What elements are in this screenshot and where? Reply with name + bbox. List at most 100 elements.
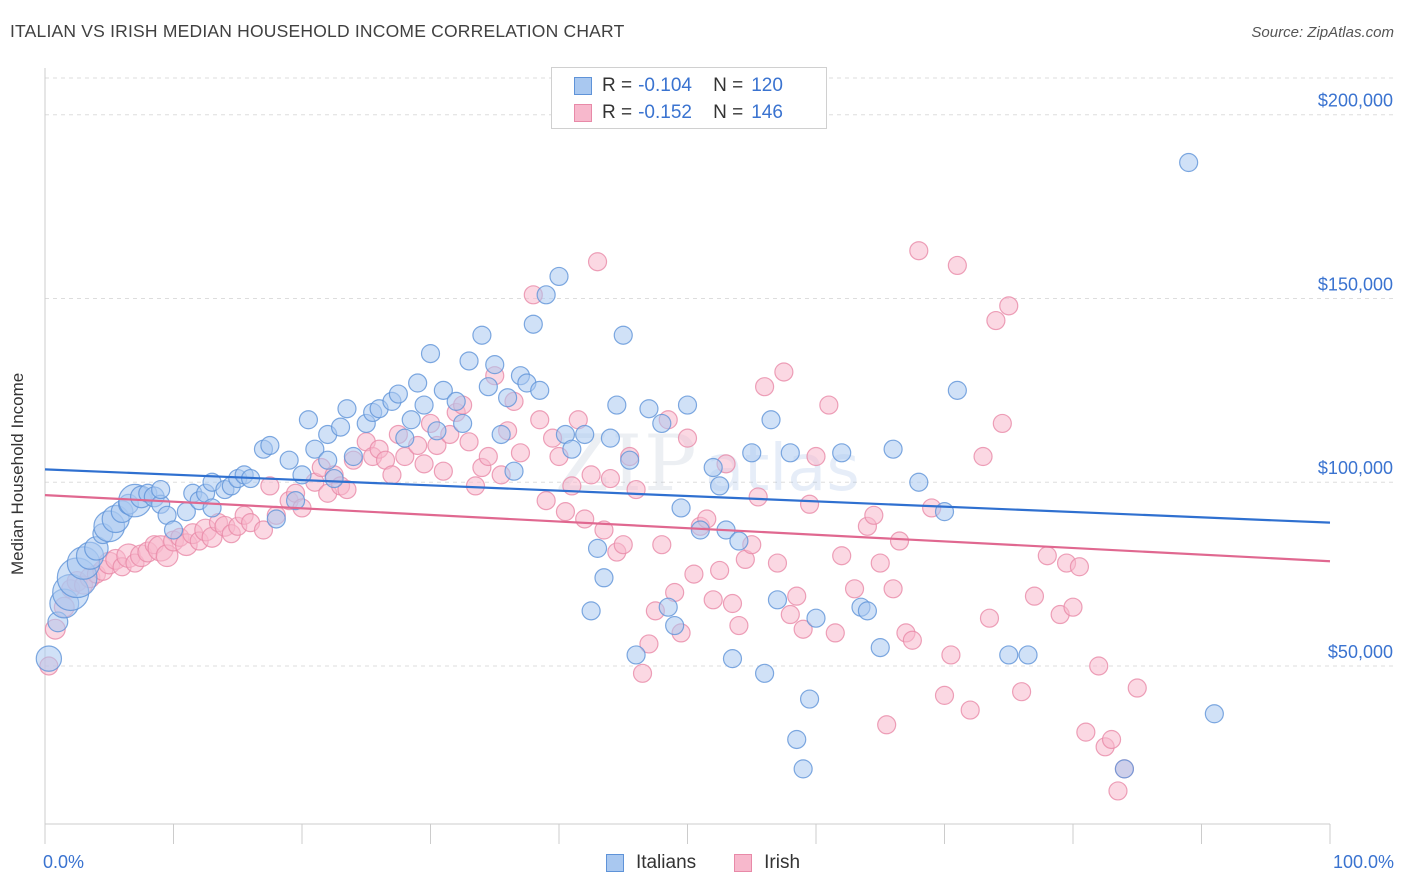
- axes: [44, 68, 1331, 844]
- irish-point: [600, 468, 621, 489]
- italian-point: [472, 325, 492, 345]
- italian-point: [652, 413, 672, 434]
- italian-point: [947, 380, 967, 400]
- trendlines: [44, 468, 1331, 563]
- x-tick-min: 0.0%: [43, 852, 85, 872]
- italian-point: [401, 410, 421, 430]
- x-tick-max: 100.0%: [1332, 852, 1394, 872]
- irish-point: [613, 535, 633, 555]
- italian-point: [414, 395, 434, 415]
- italians-r-value: -0.104: [638, 75, 692, 96]
- irish-point: [414, 454, 434, 474]
- italian-point: [151, 479, 171, 500]
- italian-point: [594, 568, 614, 588]
- irish-point: [581, 465, 601, 485]
- irish-point: [382, 465, 402, 485]
- irish-point: [960, 700, 980, 720]
- irish-point: [1024, 586, 1045, 606]
- irish-point: [1069, 557, 1090, 577]
- legend-item-irish[interactable]: Irish: [734, 852, 800, 874]
- italian-point: [318, 450, 338, 470]
- irish-trendline: [44, 493, 1331, 563]
- irish-r-label: R =: [602, 102, 633, 123]
- italian-point: [562, 439, 582, 459]
- series-legend: Italians Irish: [0, 852, 1406, 874]
- italian-point: [285, 491, 306, 511]
- italian-point: [395, 428, 415, 448]
- italian-point: [408, 373, 428, 393]
- italian-point: [806, 608, 826, 628]
- italian-point: [453, 413, 473, 434]
- italian-point: [337, 399, 357, 419]
- italian-point: [324, 468, 344, 489]
- irish-point: [934, 685, 955, 705]
- irish-point: [902, 630, 922, 650]
- irish-point: [909, 241, 929, 261]
- irish-point: [999, 296, 1019, 316]
- italian-point: [613, 325, 633, 345]
- italian-point: [767, 590, 788, 610]
- italian-point: [626, 645, 646, 665]
- y-axis-label: Median Household Income: [8, 372, 27, 575]
- italian-point: [536, 285, 556, 305]
- irish-point: [652, 535, 672, 555]
- y-tick-label: $50,000: [1328, 642, 1393, 662]
- italian-point: [549, 266, 569, 287]
- italian-point: [1204, 704, 1224, 724]
- irish-point: [1127, 678, 1147, 698]
- italians-n-label: N =: [713, 75, 744, 96]
- irish-point: [684, 564, 704, 584]
- irish-point: [594, 520, 614, 540]
- legend-row-irish: R = -0.152 N = 146: [574, 101, 783, 125]
- correlation-legend: R = -0.104 N = 120 R = -0.152 N = 146: [551, 67, 827, 129]
- irish-point: [626, 479, 646, 500]
- irish-point: [1089, 656, 1109, 676]
- italian-point: [1018, 645, 1038, 665]
- italian-point: [671, 498, 691, 518]
- irish-point: [819, 395, 839, 415]
- source-label: Source:: [1251, 24, 1308, 41]
- irish-point: [877, 715, 897, 735]
- irish-point: [536, 491, 556, 511]
- y-tick-label: $150,000: [1318, 274, 1393, 294]
- legend-item-italians[interactable]: Italians: [605, 852, 696, 874]
- italian-point: [742, 443, 762, 463]
- irish-point: [844, 579, 865, 599]
- italian-point: [870, 638, 890, 658]
- source-value: ZipAtlas.com: [1307, 24, 1394, 41]
- italian-point: [1179, 152, 1199, 173]
- italian-point: [1114, 759, 1135, 779]
- irish-point: [722, 593, 743, 614]
- italian-point: [600, 428, 621, 448]
- italians-r-label: R =: [602, 75, 633, 96]
- italian-point: [799, 689, 820, 709]
- irish-point: [941, 645, 961, 665]
- italian-point: [658, 597, 678, 617]
- irish-point: [677, 428, 698, 448]
- italian-point: [909, 472, 929, 492]
- italian-point: [710, 476, 730, 496]
- irish-point: [973, 446, 993, 467]
- irish-point: [587, 252, 608, 272]
- italian-point: [266, 509, 286, 529]
- irish-point: [1011, 682, 1032, 702]
- italian-point: [260, 435, 280, 456]
- y-tick-label: $200,000: [1318, 91, 1393, 111]
- y-tick-label: $100,000: [1318, 458, 1393, 478]
- italian-point: [620, 450, 640, 470]
- irish-n-label: N =: [713, 102, 744, 123]
- irish-point: [555, 502, 576, 522]
- irish-point: [530, 410, 550, 430]
- italian-point: [607, 395, 627, 415]
- italian-point: [163, 520, 184, 540]
- italian-point: [761, 410, 781, 430]
- irish-point: [1108, 781, 1128, 801]
- irish-point: [632, 663, 653, 683]
- irish-point: [787, 586, 807, 606]
- irish-point: [754, 377, 775, 397]
- irish-point: [703, 590, 723, 610]
- irish-point: [780, 604, 800, 625]
- irish-point: [825, 623, 845, 643]
- italian-point: [780, 443, 800, 463]
